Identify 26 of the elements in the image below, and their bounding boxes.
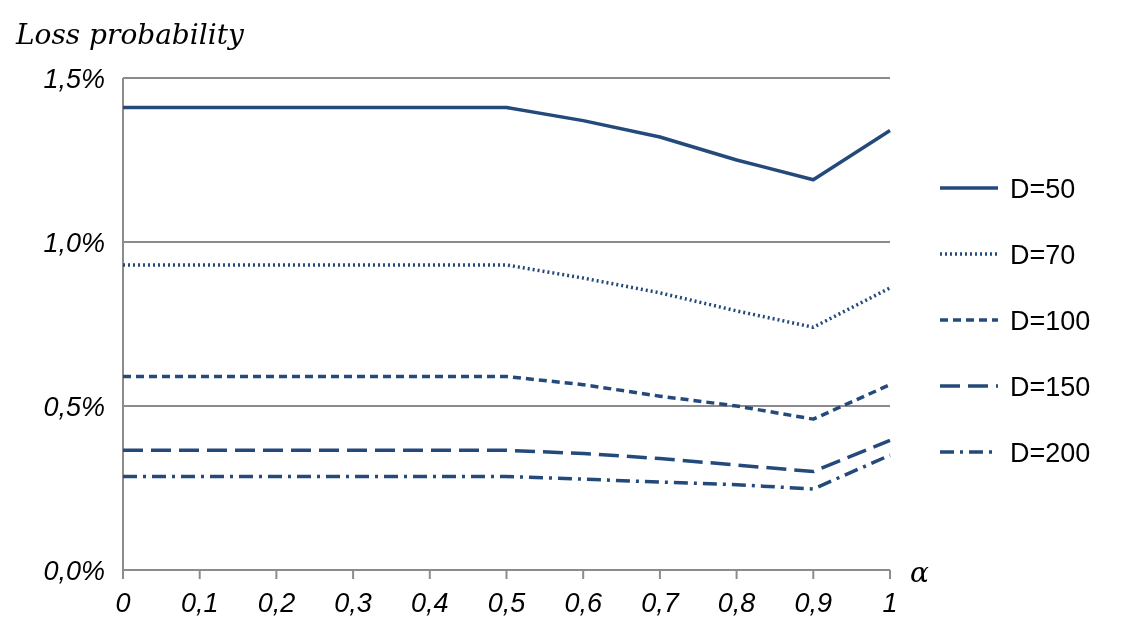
- x-tick-label: 1: [882, 588, 898, 618]
- legend-label: D=50: [1010, 174, 1076, 204]
- legend-label: D=70: [1010, 240, 1076, 270]
- x-tick-label: 0: [115, 588, 131, 618]
- y-tick-label: 1,0%: [43, 228, 105, 258]
- line-series: [121, 453, 892, 491]
- y-tick-label: 0,5%: [43, 392, 105, 422]
- x-tick-label: 0,6: [564, 588, 603, 618]
- x-tick-label: 0,5: [487, 588, 527, 618]
- x-tick-label: 0,4: [411, 588, 449, 618]
- x-tick-label: 0,9: [794, 588, 833, 618]
- legend-label: D=200: [1010, 438, 1091, 468]
- line-series: [121, 105, 892, 182]
- x-tick-label: 0,8: [717, 588, 756, 618]
- line-series: [121, 263, 892, 330]
- x-axis-title: α: [910, 556, 929, 589]
- x-tick-label: 0,3: [334, 588, 372, 618]
- legend-label: D=100: [1010, 306, 1091, 336]
- y-axis-title: Loss probability: [15, 18, 245, 51]
- line-series: [121, 438, 892, 474]
- x-tick-label: 0,1: [180, 588, 219, 618]
- x-tick-label: 0,7: [641, 588, 680, 618]
- y-tick-label: 1,5%: [43, 64, 105, 94]
- legend-label: D=150: [1010, 372, 1091, 402]
- x-tick-label: 0,2: [257, 588, 296, 618]
- y-tick-label: 0,0%: [43, 556, 105, 586]
